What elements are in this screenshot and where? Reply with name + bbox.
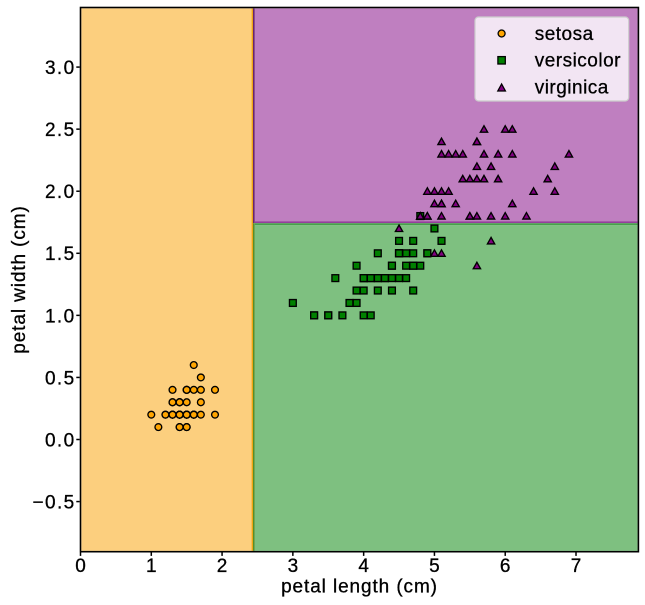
- svg-text:5: 5: [429, 556, 440, 577]
- svg-text:3.0: 3.0: [45, 58, 76, 79]
- svg-text:versicolor: versicolor: [535, 51, 621, 72]
- svg-text:2.5: 2.5: [45, 120, 76, 141]
- svg-text:petal length (cm): petal length (cm): [281, 577, 438, 598]
- svg-text:6: 6: [500, 556, 511, 577]
- svg-text:4: 4: [358, 556, 369, 577]
- svg-text:petal width (cm): petal width (cm): [9, 205, 30, 354]
- svg-text:1: 1: [146, 556, 157, 577]
- svg-text:1.5: 1.5: [45, 244, 76, 265]
- svg-text:1.0: 1.0: [45, 306, 76, 327]
- svg-text:2: 2: [217, 556, 228, 577]
- svg-text:setosa: setosa: [535, 24, 594, 45]
- svg-text:2.0: 2.0: [45, 182, 76, 203]
- svg-text:3: 3: [288, 556, 299, 577]
- svg-text:virginica: virginica: [535, 77, 609, 98]
- svg-text:7: 7: [571, 556, 582, 577]
- svg-text:0: 0: [75, 556, 86, 577]
- svg-text:−0.5: −0.5: [32, 492, 75, 513]
- svg-text:0.0: 0.0: [45, 430, 76, 451]
- svg-text:0.5: 0.5: [45, 368, 76, 389]
